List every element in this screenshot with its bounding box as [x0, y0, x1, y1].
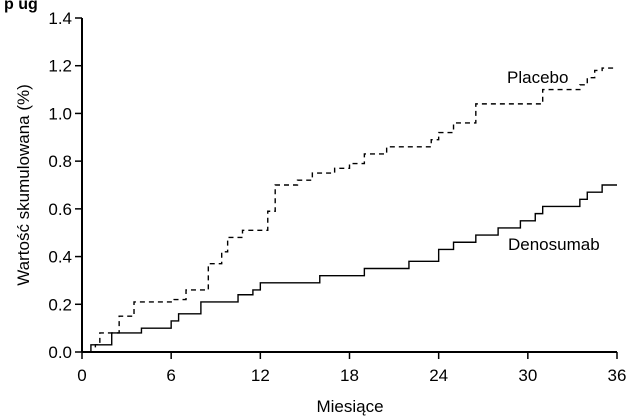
y-tick-label: 0.2 [48, 295, 72, 314]
x-ticks: 0 6 12 18 24 30 36 [77, 352, 626, 385]
top-cut-text: p ug [4, 0, 38, 13]
y-tick-label: 1.0 [48, 104, 72, 123]
y-tick-label: 1.4 [48, 9, 72, 28]
series-label-denosumab: Denosumab [508, 235, 600, 254]
y-tick-label: 1.2 [48, 57, 72, 76]
x-tick-label: 0 [77, 366, 86, 385]
series-line-denosumab [82, 184, 617, 353]
y-ticks: 0.0 0.2 0.4 0.6 0.8 1.0 1.2 1.4 [48, 9, 82, 362]
x-tick-label: 24 [429, 366, 448, 385]
x-tick-label: 36 [608, 366, 627, 385]
x-tick-label: 12 [251, 366, 270, 385]
x-tick-label: 18 [340, 366, 359, 385]
y-tick-label: 0.4 [48, 248, 72, 267]
x-axis-label: Miesiące [316, 397, 383, 416]
series-layer [82, 67, 617, 353]
x-tick-label: 6 [166, 366, 175, 385]
y-tick-label: 0.0 [48, 343, 72, 362]
series-label-placebo: Placebo [507, 68, 568, 87]
series-line-placebo [82, 67, 617, 353]
x-tick-label: 30 [518, 366, 537, 385]
y-axis-label: Wartość skumulowana (%) [14, 84, 33, 286]
y-tick-label: 0.6 [48, 200, 72, 219]
y-tick-label: 0.8 [48, 152, 72, 171]
